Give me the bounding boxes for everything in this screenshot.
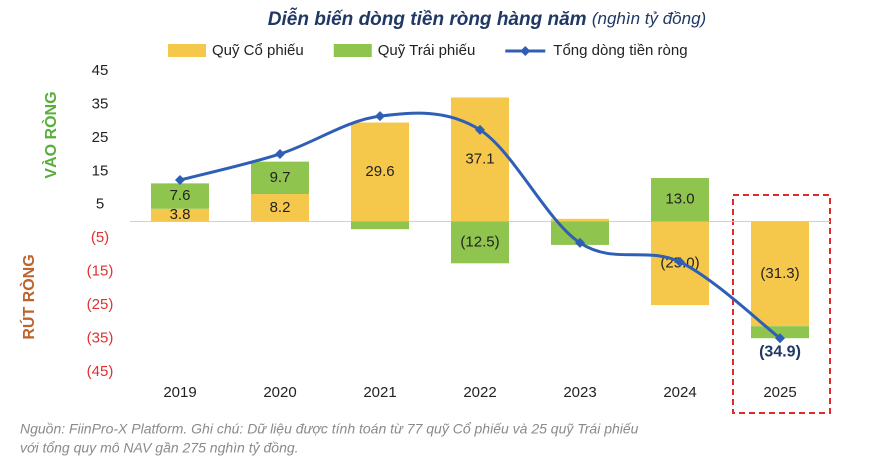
source-note: với tổng quy mô NAV gần 275 nghìn tỷ đồn… [20, 440, 299, 456]
y-tick-label: 25 [92, 129, 109, 146]
value-label: (12.5) [460, 233, 499, 250]
bar [151, 208, 209, 222]
line-marker [775, 333, 785, 344]
y-tick-label: (25) [87, 296, 114, 313]
value-label: 9.7 [270, 169, 291, 186]
y-tick-label: (15) [87, 263, 114, 280]
bar [451, 97, 509, 222]
line-marker [375, 111, 385, 122]
legend-label: Quỹ Trái phiếu [378, 42, 476, 59]
x-tick-label: 2020 [263, 384, 296, 401]
value-label: 13.0 [665, 191, 694, 208]
bar [451, 221, 509, 264]
y-tick-label: (45) [87, 363, 114, 380]
value-label: 37.1 [465, 150, 494, 167]
value-label: 29.6 [365, 163, 394, 180]
bar [551, 218, 609, 222]
x-tick-label: 2022 [463, 384, 496, 401]
legend-swatch [168, 44, 206, 57]
line-marker [275, 148, 285, 159]
bar [751, 326, 809, 339]
x-tick-label: 2023 [563, 384, 596, 401]
line-marker [675, 256, 685, 267]
x-tick-label: 2021 [363, 384, 396, 401]
legend-label: Quỹ Cổ phiếu [212, 42, 304, 59]
y-tick-label: 35 [92, 95, 109, 112]
bar [351, 122, 409, 222]
bar [351, 221, 409, 230]
chart-unit: (nghìn tỷ đồng) [592, 9, 706, 28]
y-tick-label: (5) [91, 229, 109, 246]
bar [551, 221, 609, 245]
bar [151, 183, 209, 209]
line-marker [575, 237, 585, 248]
x-tick-label: 2025 [763, 384, 796, 401]
value-label: (34.9) [759, 343, 801, 360]
bar [651, 178, 709, 222]
source-note: Nguồn: FiinPro-X Platform. Ghi chú: Dữ l… [20, 421, 639, 437]
bar [251, 194, 309, 222]
y-tick-label: 45 [92, 62, 109, 79]
bar [751, 221, 809, 327]
y-tick-label: 15 [92, 162, 109, 179]
value-label: 7.6 [170, 187, 191, 204]
y-tick-label: (35) [87, 330, 114, 347]
legend-marker [520, 46, 531, 56]
outflow-label: RÚT RÒNG [19, 254, 38, 339]
bar [251, 161, 309, 195]
line-marker [475, 124, 485, 135]
y-tick-label: 5 [96, 196, 104, 213]
x-tick-label: 2024 [663, 384, 696, 401]
value-label: 8.2 [270, 199, 291, 216]
line-marker [175, 175, 185, 186]
legend-label: Tổng dòng tiền ròng [553, 42, 687, 59]
inflow-label: VÀO RÒNG [41, 91, 60, 178]
x-tick-label: 2019 [163, 384, 196, 401]
highlight-box [732, 194, 831, 414]
chart-title-group: Diễn biến dòng tiền ròng hàng năm (nghìn… [268, 8, 706, 30]
value-label: (31.3) [760, 265, 799, 282]
legend-swatch [333, 44, 372, 57]
chart-title: Diễn biến dòng tiền ròng hàng năm [268, 8, 587, 30]
value-label: 3.8 [170, 206, 191, 223]
